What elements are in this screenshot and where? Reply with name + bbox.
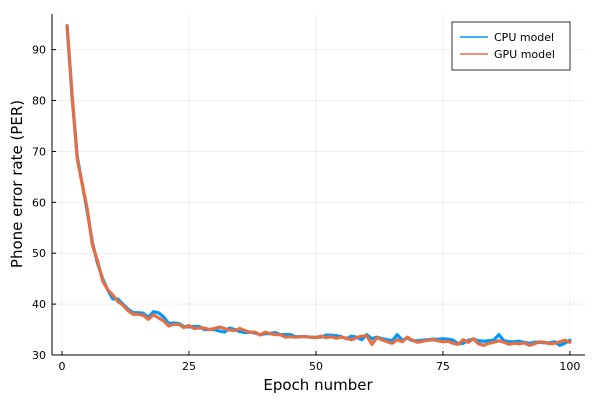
x-tick-label: 0 bbox=[59, 360, 66, 373]
legend-entry-label: CPU model bbox=[494, 31, 554, 44]
axes-layer: 0 25 50 75 100 30 40 50 60 70 80 90 bbox=[32, 14, 585, 373]
x-tick-label: 75 bbox=[436, 360, 450, 373]
y-tick-label: 50 bbox=[32, 247, 46, 260]
legend: CPU model GPU model bbox=[451, 21, 571, 71]
y-tick-label: 80 bbox=[32, 95, 46, 108]
y-tick-label: 70 bbox=[32, 145, 46, 158]
y-tick-label: 60 bbox=[32, 196, 46, 209]
series-line-cpu-model bbox=[65, 24, 572, 347]
legend-entry-label: GPU model bbox=[494, 48, 555, 61]
x-tick-label: 50 bbox=[309, 360, 323, 373]
x-tick-label: 100 bbox=[559, 360, 580, 373]
x-axis-label: Epoch number bbox=[263, 376, 373, 394]
series-line-gpu-model bbox=[65, 24, 572, 347]
y-tick-label: 90 bbox=[32, 44, 46, 57]
series-layer bbox=[65, 24, 572, 347]
y-tick-label: 40 bbox=[32, 298, 46, 311]
legend-box bbox=[451, 21, 571, 71]
y-tick-label: 30 bbox=[32, 349, 46, 362]
x-tick-label: 25 bbox=[182, 360, 196, 373]
y-axis-label: Phone error rate (PER) bbox=[8, 100, 26, 268]
